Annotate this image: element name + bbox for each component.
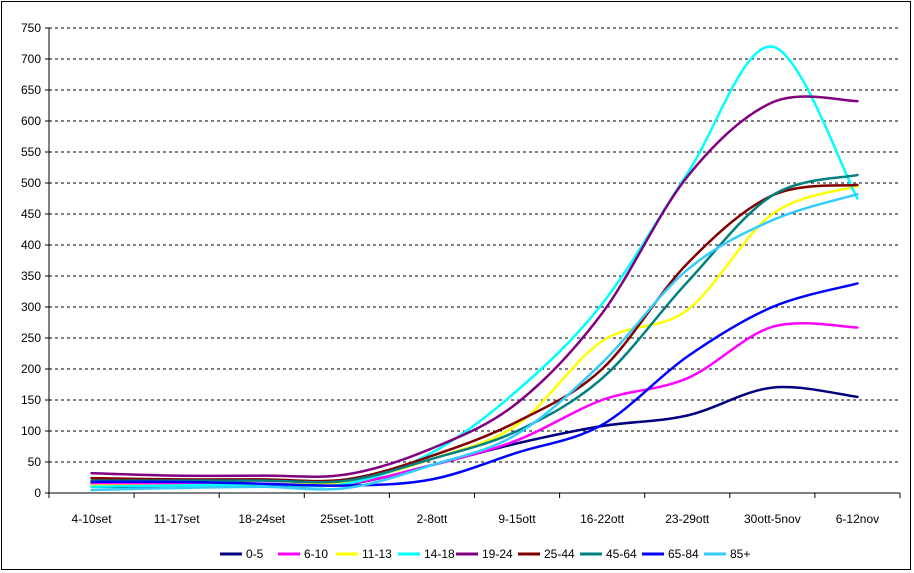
x-tick-label: 18-24set <box>238 512 285 526</box>
y-tick-label: 100 <box>21 424 41 438</box>
series-line-14-18 <box>90 45 859 489</box>
series-line-65-84 <box>90 282 859 487</box>
y-tick-label: 450 <box>21 207 41 221</box>
y-tick-label: 250 <box>21 331 41 345</box>
y-tick-label: 200 <box>21 362 41 376</box>
y-tick-label: 50 <box>28 455 42 469</box>
series-line-25-44 <box>90 183 859 483</box>
legend-label-6-10: 6-10 <box>304 547 328 561</box>
series-line-6-10 <box>90 321 859 487</box>
y-axis: 0 50 100 150 200 250 300 350 400 450 500 550 600 650 7… <box>21 21 50 500</box>
legend-label-0-5: 0-5 <box>246 547 264 561</box>
legend-label-45-64: 45-64 <box>606 547 637 561</box>
x-tick-label: 23-29ott <box>665 512 710 526</box>
y-tick-label: 350 <box>21 269 41 283</box>
legend-label-25-44: 25-44 <box>544 547 575 561</box>
series-line-85+ <box>90 192 859 492</box>
x-axis: 4-10set 11-17set 18-24set 25set-1ott 2-8ott 9… <box>48 492 901 526</box>
x-tick-label: 30ott-5nov <box>744 512 801 526</box>
x-tick-label: 11-17set <box>154 512 200 526</box>
legend-label-14-18: 14-18 <box>424 547 455 561</box>
x-tick-label: 25set-1ott <box>320 512 374 526</box>
legend-label-11-13: 11-13 <box>362 547 392 561</box>
y-tick-label: 500 <box>21 176 41 190</box>
y-tick-label: 600 <box>21 114 41 128</box>
series-lines <box>90 45 859 492</box>
series-line-19-24 <box>90 95 859 478</box>
legend-label-19-24: 19-24 <box>482 547 513 561</box>
x-tick-label: 2-8ott <box>417 512 448 526</box>
x-tick-label: 9-15ott <box>498 512 536 526</box>
series-line-0-5 <box>90 385 859 489</box>
x-tick-label: 16-22ott <box>580 512 625 526</box>
y-tick-label: 300 <box>21 300 41 314</box>
legend: 0-5 6-10 11-13 14-18 19-24 25-44 45-64 65-84 85+ <box>220 547 750 561</box>
y-tick-label: 750 <box>21 21 41 35</box>
x-tick-label: 4-10set <box>72 512 113 526</box>
x-tick-label: 6-12nov <box>836 512 879 526</box>
legend-label-85+: 85+ <box>730 547 750 561</box>
y-tick-label: 150 <box>21 393 41 407</box>
y-tick-label: 0 <box>34 486 41 500</box>
y-tick-label: 650 <box>21 83 41 97</box>
legend-label-65-84: 65-84 <box>668 547 699 561</box>
y-tick-label: 700 <box>21 52 41 66</box>
gridlines <box>49 27 900 463</box>
y-tick-label: 550 <box>21 145 41 159</box>
series-line-45-64 <box>90 173 859 484</box>
y-tick-label: 400 <box>21 238 41 252</box>
